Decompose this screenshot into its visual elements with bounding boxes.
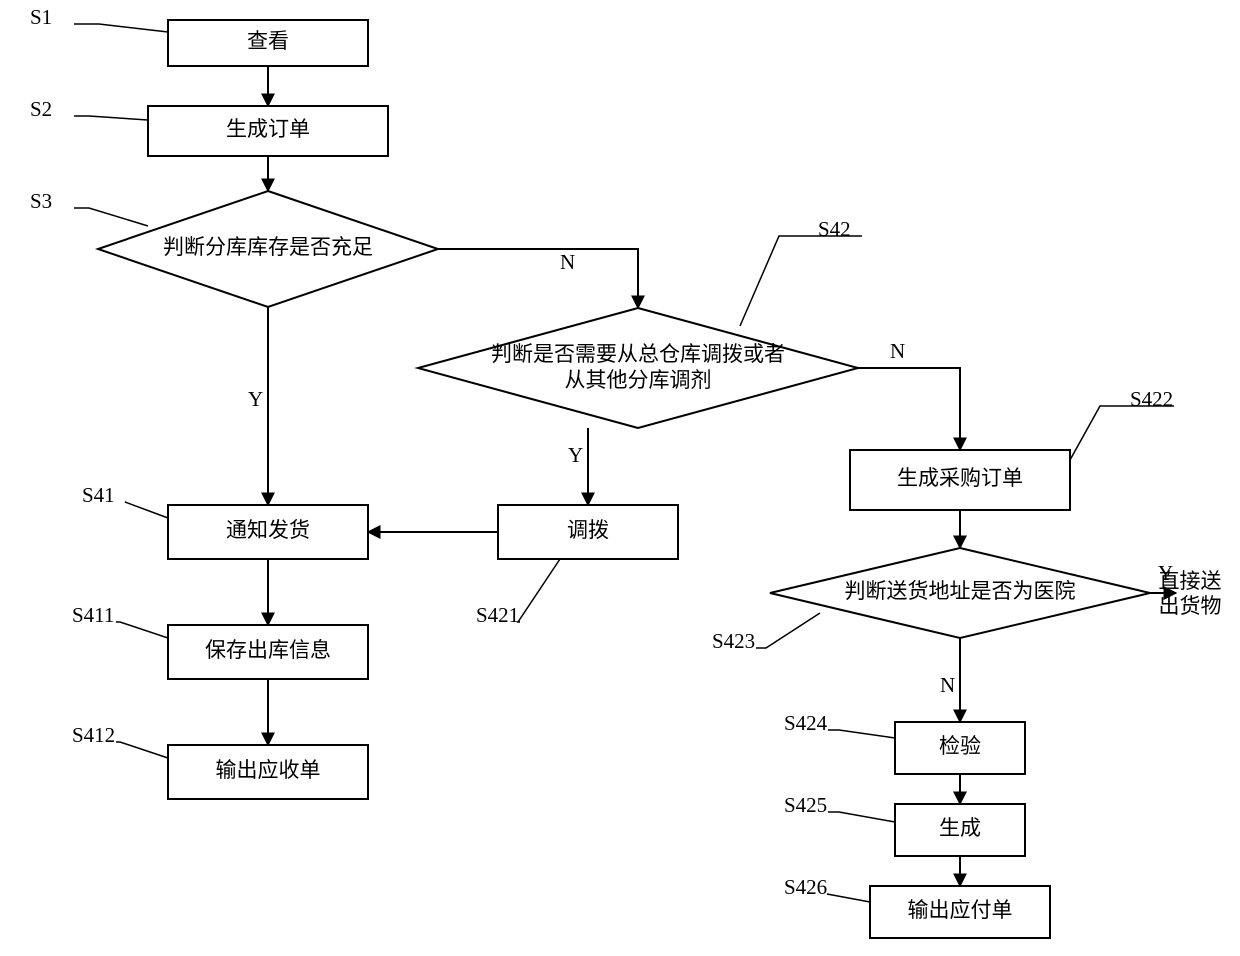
edge-label-e_s42_s421: Y (568, 443, 583, 467)
edge-label-e_s42_s422: N (890, 339, 905, 363)
edge-label-e_s423_s424: N (940, 673, 955, 697)
leader-l_s424 (828, 730, 895, 738)
edge-e_s3_s42 (438, 249, 638, 308)
step-label-l_s1: S1 (30, 5, 52, 29)
decision-label-s423: 判断送货地址是否为医院 (845, 579, 1076, 603)
leader-l_s426 (827, 894, 870, 902)
process-label-s422: 生成采购订单 (897, 466, 1023, 490)
leader-l_s1 (74, 24, 168, 32)
process-label-s425: 生成 (939, 816, 981, 840)
leader-l_s412 (116, 742, 168, 758)
step-label-l_s3: S3 (30, 189, 52, 213)
leader-l_s41 (125, 502, 168, 518)
step-label-l_s423: S423 (712, 629, 755, 653)
leader-l_s42 (740, 236, 862, 326)
process-label-s421: 调拨 (567, 518, 609, 542)
step-label-l_s421: S421 (476, 603, 519, 627)
process-label-s424: 检验 (939, 734, 981, 758)
step-label-l_s41: S41 (82, 483, 115, 507)
edge-e_s42_s422 (858, 368, 960, 450)
text-out-l1: 直接送 (1159, 569, 1222, 593)
step-label-l_s412: S412 (72, 723, 115, 747)
process-label-s1: 查看 (247, 29, 289, 53)
text-out-l2: 出货物 (1159, 594, 1222, 618)
leader-l_s422 (1070, 406, 1174, 460)
leader-l_s411 (116, 622, 168, 638)
decision-label-s3: 判断分库库存是否充足 (163, 235, 373, 259)
step-label-l_s422: S422 (1130, 387, 1173, 411)
step-label-l_s42: S42 (818, 217, 851, 241)
process-label-s411: 保存出库信息 (205, 638, 331, 662)
process-label-s41: 通知发货 (226, 518, 310, 542)
process-label-s412: 输出应收单 (216, 758, 321, 782)
edge-label-e_s3_s42: N (560, 250, 575, 274)
leader-l_s425 (828, 812, 895, 822)
step-label-l_s2: S2 (30, 97, 52, 121)
decision-label1-s42: 判断是否需要从总仓库调拨或者 (491, 342, 785, 366)
step-label-l_s426: S426 (784, 875, 827, 899)
process-label-s426: 输出应付单 (908, 898, 1013, 922)
step-label-l_s425: S425 (784, 793, 827, 817)
process-label-s2: 生成订单 (226, 117, 310, 141)
leader-l_s2 (74, 116, 148, 120)
leader-l_s3 (74, 208, 148, 226)
edge-label-e_s3_s41: Y (248, 387, 263, 411)
leader-l_s423 (756, 613, 820, 648)
decision-label2-s42: 从其他分库调剂 (565, 368, 712, 392)
step-label-l_s424: S424 (784, 711, 828, 735)
leader-l_s421 (518, 559, 560, 622)
step-label-l_s411: S411 (72, 603, 114, 627)
